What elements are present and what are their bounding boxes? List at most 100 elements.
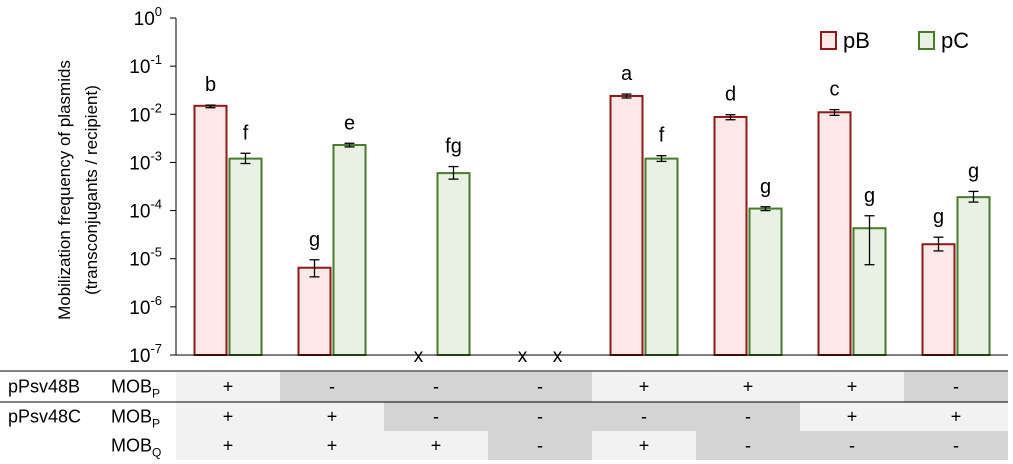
table-cell-value: - bbox=[849, 436, 855, 456]
table-cell-value: + bbox=[327, 407, 338, 427]
not-detected-marker: x bbox=[553, 346, 563, 367]
bar-pC bbox=[332, 144, 367, 356]
table-cell-value: + bbox=[951, 407, 962, 427]
y-axis-title-line1: Mobilization frequency of plasmids bbox=[55, 60, 74, 320]
table-cell-value: - bbox=[641, 407, 647, 427]
table-cell bbox=[280, 431, 384, 460]
table-mob-label: MOBP bbox=[111, 407, 160, 431]
significance-label: c bbox=[830, 79, 840, 101]
not-detected-marker: x bbox=[518, 346, 528, 367]
bar-pB bbox=[921, 243, 956, 357]
table-cell bbox=[592, 372, 696, 402]
table-cell bbox=[176, 372, 280, 402]
significance-label: g bbox=[309, 229, 320, 251]
table-cell-value: + bbox=[847, 407, 858, 427]
table-cell-value: + bbox=[431, 436, 442, 456]
bar-pB bbox=[609, 94, 644, 356]
significance-label: g bbox=[864, 185, 875, 207]
bar-pC bbox=[228, 157, 263, 356]
table-cell bbox=[800, 402, 904, 431]
table-cell bbox=[488, 431, 592, 460]
bar-pC bbox=[436, 172, 471, 356]
table-cell-value: + bbox=[847, 377, 858, 397]
y-tick-label: 10-5 bbox=[129, 245, 162, 271]
y-tick-label: 10-1 bbox=[129, 52, 162, 78]
table-cell-value: + bbox=[223, 436, 234, 456]
table-mob-label: MOBP bbox=[111, 377, 160, 401]
bar-pC bbox=[956, 196, 991, 356]
table-cell bbox=[696, 402, 800, 431]
table-cell bbox=[280, 402, 384, 431]
table-row-label: pPsv48C bbox=[8, 407, 81, 427]
y-tick-label: 100 bbox=[134, 4, 162, 30]
table-cell bbox=[176, 402, 280, 431]
y-tick-label: 10-7 bbox=[129, 341, 162, 367]
significance-label: d bbox=[725, 84, 736, 106]
bar-pC bbox=[644, 157, 679, 356]
legend: pB pC bbox=[820, 28, 969, 53]
table-row-label: pPsv48B bbox=[8, 377, 80, 397]
table-cell bbox=[904, 431, 1008, 460]
legend-label-pC: pC bbox=[941, 28, 969, 53]
y-tick-label: 10-4 bbox=[129, 197, 162, 223]
table-cell-value: - bbox=[537, 377, 543, 397]
table-cell-value: - bbox=[433, 377, 439, 397]
table-cell-value: - bbox=[537, 407, 543, 427]
table-cell-value: + bbox=[743, 377, 754, 397]
table-cell bbox=[384, 372, 488, 402]
table-cell-value: - bbox=[329, 377, 335, 397]
bar-pC bbox=[748, 207, 783, 356]
significance-label: g bbox=[968, 160, 979, 182]
legend-swatch-pC bbox=[918, 31, 935, 50]
bar-pB bbox=[817, 111, 852, 356]
table-cell-value: - bbox=[433, 407, 439, 427]
table-cell-value: - bbox=[537, 436, 543, 456]
table-cell-value: + bbox=[327, 436, 338, 456]
table-cell-value: - bbox=[745, 436, 751, 456]
significance-label: f bbox=[659, 125, 665, 147]
significance-label: a bbox=[621, 63, 633, 85]
table-cell-value: + bbox=[223, 377, 234, 397]
table-cell bbox=[176, 431, 280, 460]
significance-label: b bbox=[205, 74, 216, 96]
table-cell bbox=[904, 372, 1008, 402]
table-cell bbox=[592, 431, 696, 460]
table-cell bbox=[384, 402, 488, 431]
table-cell bbox=[800, 372, 904, 402]
significance-label: e bbox=[344, 112, 355, 134]
y-tick-label: 10-6 bbox=[129, 293, 162, 319]
significance-label: f bbox=[243, 122, 249, 144]
table-cell-value: - bbox=[953, 436, 959, 456]
table-cell bbox=[800, 431, 904, 460]
significance-label: fg bbox=[445, 136, 462, 158]
table-cell bbox=[592, 402, 696, 431]
significance-label: g bbox=[933, 206, 944, 228]
bar-pB bbox=[713, 115, 748, 356]
table-cell bbox=[384, 431, 488, 460]
not-detected-marker: x bbox=[414, 346, 424, 367]
bar-pB bbox=[297, 266, 332, 356]
table-cell-value: + bbox=[223, 407, 234, 427]
table-cell bbox=[904, 402, 1008, 431]
y-tick-label: 10-3 bbox=[129, 148, 162, 174]
table-cell bbox=[488, 402, 592, 431]
bar-pB bbox=[193, 104, 228, 356]
table-cell bbox=[696, 431, 800, 460]
table-mob-label: MOBQ bbox=[111, 436, 161, 460]
table-cell-value: + bbox=[639, 377, 650, 397]
legend-label-pB: pB bbox=[843, 28, 870, 53]
significance-label: g bbox=[760, 176, 771, 198]
y-tick-label: 10-2 bbox=[129, 100, 162, 126]
table-cell bbox=[488, 372, 592, 402]
y-axis-ticks: 100 10-1 10-2 10-3 10-4 10-5 10-6 10-7 bbox=[129, 4, 176, 367]
legend-swatch-pB bbox=[820, 31, 837, 50]
condition-table: + - - - + + + - pPsv48B MOBP + + - - - - + + pPsv48C MOBP + +… bbox=[0, 370, 1008, 460]
table-cell-value: + bbox=[639, 436, 650, 456]
table-cell bbox=[696, 372, 800, 402]
table-cell-value: - bbox=[745, 407, 751, 427]
table-cell bbox=[280, 372, 384, 402]
table-cell-value: - bbox=[953, 377, 959, 397]
